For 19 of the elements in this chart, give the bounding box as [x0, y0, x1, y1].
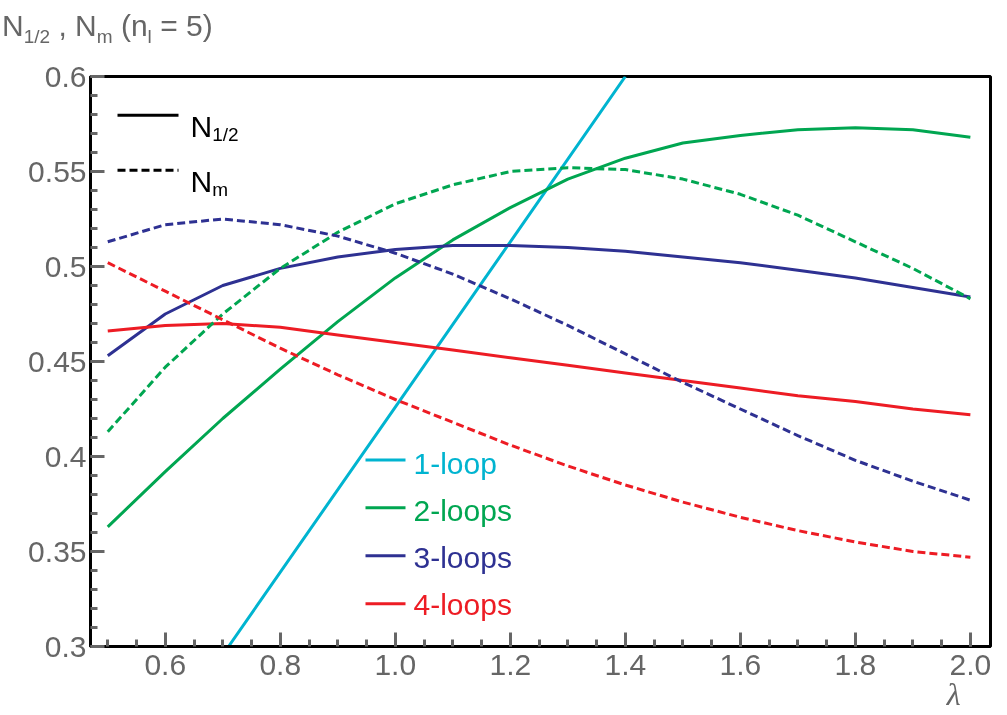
x-tick-label: 0.6: [144, 647, 187, 681]
y-tick-label: 0.3: [44, 629, 87, 663]
y-tick-label: 0.4: [44, 439, 87, 473]
x-tick-label: 1.8: [834, 647, 877, 681]
x-tick-label: 1.4: [604, 647, 647, 681]
legend-label: 2-loops: [413, 494, 512, 527]
y-tick-label: 0.55: [28, 154, 87, 188]
legend-label: 4-loops: [413, 588, 512, 621]
legend-label: 1-loop: [413, 447, 497, 480]
y-tick-label: 0.6: [44, 59, 87, 93]
x-tick-label: 1.0: [374, 647, 417, 681]
legend-label: 3-loops: [413, 541, 512, 574]
y-tick-label: 0.5: [44, 249, 87, 283]
x-tick-label: 1.6: [719, 647, 762, 681]
y-tick-label: 0.35: [28, 534, 87, 568]
y-tick-label: 0.45: [28, 344, 87, 378]
y-axis-title: N$_{1/2}$ , N$_{m}$ (n$_{l}$ = 5): [2, 8, 213, 49]
x-tick-label: 0.8: [259, 647, 302, 681]
x-tick-label: 1.2: [489, 647, 532, 681]
